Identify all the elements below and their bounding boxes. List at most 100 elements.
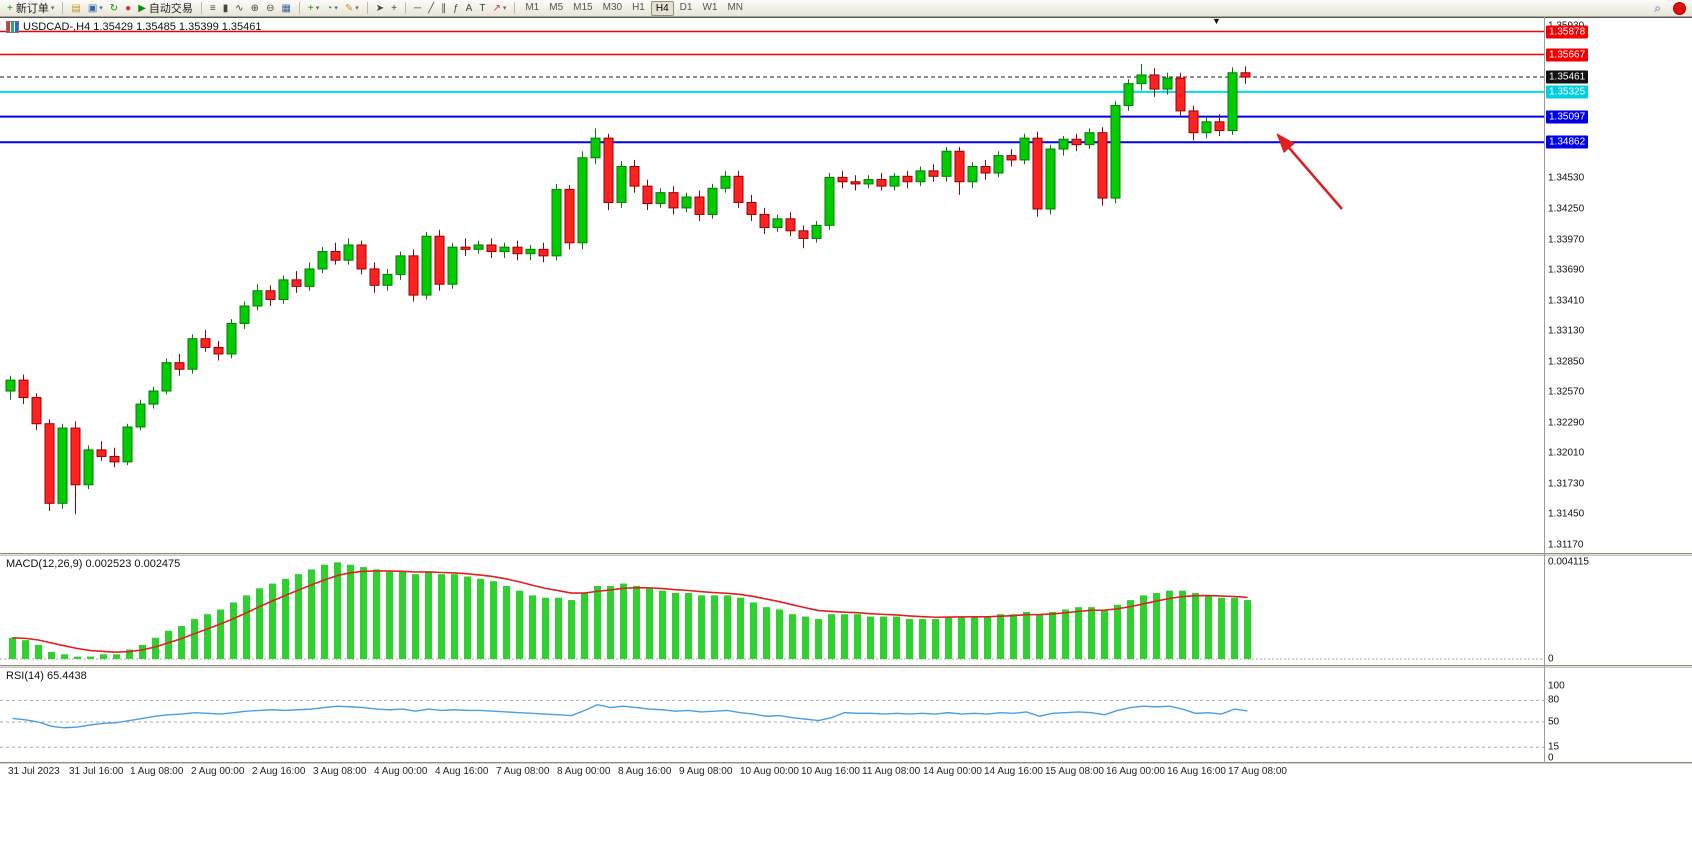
- tile-windows-button[interactable]: ▦: [278, 1, 293, 16]
- candlestick-button[interactable]: ▮: [220, 1, 232, 16]
- zoom-in-button[interactable]: ⊕: [248, 1, 262, 16]
- zoom-out-icon: ⊖: [266, 2, 275, 14]
- candle-body: [967, 165, 978, 183]
- candle-body: [291, 279, 302, 287]
- macd-bar: [1153, 592, 1160, 659]
- horizontal-line-button[interactable]: ─: [411, 1, 424, 16]
- timeframe-h1[interactable]: H1: [632, 1, 645, 13]
- candle-body: [824, 176, 835, 226]
- time-label: 11 Aug 08:00: [862, 766, 921, 777]
- chevron-down-icon: ▾: [355, 5, 359, 12]
- text-button[interactable]: A: [463, 1, 476, 16]
- macd-bar: [438, 574, 445, 659]
- time-axis[interactable]: 31 Jul 2023 31 Jul 16:00 1 Aug 08:00 2 Aug …: [0, 766, 1692, 784]
- new-order-button[interactable]: + 新订单 ▾: [4, 1, 57, 16]
- macd-bar: [165, 630, 172, 659]
- candle-body: [655, 192, 666, 205]
- candle-body: [733, 175, 744, 203]
- axis-label: 80: [1548, 694, 1560, 706]
- profile-button[interactable]: ▣ ▾: [85, 1, 106, 16]
- arrows-button[interactable]: ↗ ▾: [489, 1, 509, 16]
- alerts-button[interactable]: ●: [122, 1, 134, 16]
- chevron-down-icon: ▾: [502, 5, 507, 12]
- price-badge: 1.34862: [1546, 135, 1589, 149]
- trendline-button[interactable]: ╱: [425, 1, 437, 16]
- chevron-down-icon: ▾: [334, 5, 338, 12]
- arrows-icon: ↗: [492, 2, 501, 14]
- refresh-button[interactable]: ↻: [107, 1, 121, 16]
- candle-body: [525, 248, 536, 255]
- line-chart-button[interactable]: ∿: [232, 1, 246, 16]
- candle-body: [70, 427, 81, 486]
- periods-button[interactable]: ◔ ▾: [323, 1, 341, 16]
- price-axis[interactable]: 1.359301.345301.342501.339701.336901.334…: [1545, 0, 1692, 848]
- candle-body: [668, 192, 679, 209]
- chevron-down-icon: ▾: [50, 5, 55, 12]
- candle-body: [1175, 77, 1186, 112]
- zoom-out-button[interactable]: ⊖: [263, 1, 277, 16]
- new-chart-button[interactable]: + ▾: [305, 1, 322, 16]
- fibonacci-button[interactable]: ƒ: [450, 1, 462, 16]
- candle-body: [148, 390, 159, 405]
- time-label: 14 Aug 00:00: [923, 766, 982, 777]
- time-label: 4 Aug 16:00: [435, 766, 489, 777]
- macd-bar: [22, 640, 29, 659]
- timeframe-m1[interactable]: M1: [525, 1, 540, 13]
- auto-trading-button[interactable]: ▶ 自动交易: [135, 1, 196, 16]
- templates-button[interactable]: ✎ ▾: [342, 1, 362, 16]
- notification-badge[interactable]: [1673, 1, 1686, 15]
- macd-bar: [906, 618, 913, 659]
- axis-label: 1.31450: [1548, 508, 1585, 520]
- macd-bar: [984, 616, 991, 659]
- macd-panel[interactable]: [0, 556, 1544, 664]
- macd-bar: [789, 614, 796, 659]
- timeframe-w1[interactable]: W1: [702, 1, 718, 13]
- macd-bar: [126, 649, 133, 659]
- candle-body: [421, 235, 432, 296]
- candle-body: [1058, 138, 1069, 150]
- charts-window-button[interactable]: ▤: [68, 1, 83, 16]
- candle-body: [473, 244, 484, 250]
- candle-body: [811, 224, 822, 239]
- rsi-panel[interactable]: [0, 668, 1544, 762]
- zoom-in-icon: ⊕: [250, 2, 260, 14]
- candle-body: [486, 244, 497, 253]
- symbol-icon: [6, 21, 19, 33]
- candle-body: [1032, 137, 1043, 210]
- candle-body: [941, 150, 952, 177]
- timeframe-h4[interactable]: H4: [650, 0, 674, 16]
- candle-body: [226, 322, 237, 355]
- candle-body: [135, 403, 146, 428]
- price-badge: 1.35878: [1546, 25, 1589, 39]
- macd-bar: [646, 588, 653, 659]
- bar-chart-button[interactable]: ≡: [207, 1, 219, 16]
- candle-body: [538, 248, 549, 257]
- macd-bar: [503, 585, 510, 659]
- time-label: 16 Aug 00:00: [1106, 766, 1165, 777]
- candle-body: [265, 290, 276, 300]
- macd-bar: [334, 562, 341, 659]
- label-button[interactable]: T: [476, 1, 488, 16]
- macd-bar: [685, 592, 692, 659]
- timeframe-m5[interactable]: M5: [549, 1, 564, 13]
- search-button[interactable]: ⌕: [1651, 1, 1664, 16]
- candlestick-icon: ▮: [222, 2, 229, 14]
- candle-body: [187, 338, 198, 370]
- annotation-arrow[interactable]: [1276, 133, 1343, 210]
- candle-body: [1123, 83, 1134, 106]
- channel-button[interactable]: ∥: [438, 1, 449, 16]
- macd-bar: [87, 656, 94, 659]
- panel-splitter[interactable]: [0, 665, 1692, 668]
- price-chart[interactable]: [0, 17, 1544, 554]
- crosshair-button[interactable]: +: [388, 1, 400, 16]
- cursor-button[interactable]: ➤: [373, 1, 387, 16]
- macd-bar: [620, 583, 627, 659]
- timeframe-mn[interactable]: MN: [727, 1, 744, 13]
- timeframe-d1[interactable]: D1: [679, 1, 693, 13]
- timeframe-m15[interactable]: M15: [573, 1, 593, 13]
- panel-splitter[interactable]: [0, 553, 1692, 556]
- macd-bar: [919, 618, 926, 659]
- candle-body: [564, 188, 575, 244]
- timeframe-m30[interactable]: M30: [602, 1, 623, 13]
- candle-body: [499, 246, 510, 253]
